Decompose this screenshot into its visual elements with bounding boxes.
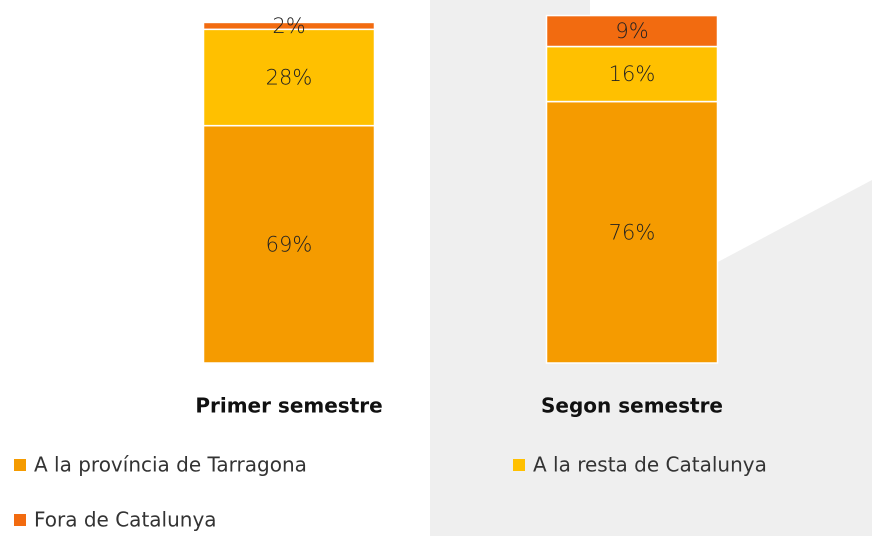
bar-segment [202,21,376,31]
data-label: 2% [272,14,305,38]
bar-segment [202,124,376,364]
legend-label: Fora de Catalunya [34,508,217,532]
data-label: 76% [609,220,656,244]
data-label: 9% [615,19,648,43]
data-label: 16% [609,62,656,86]
data-label: 28% [266,65,313,89]
bar-segment [545,45,719,103]
legend-swatch [14,514,26,526]
x-tick-label: Segon semestre [541,394,723,418]
bar-segment [545,100,719,364]
x-tick-label: Primer semestre [195,394,382,418]
legend-swatch [14,459,26,471]
legend-label: A la província de Tarragona [34,453,307,477]
bar-segment [202,28,376,127]
background-watermark [430,0,872,536]
bar-segment [545,14,719,48]
legend-swatch [513,459,525,471]
legend-label: A la resta de Catalunya [533,453,767,477]
data-label: 69% [266,232,313,256]
